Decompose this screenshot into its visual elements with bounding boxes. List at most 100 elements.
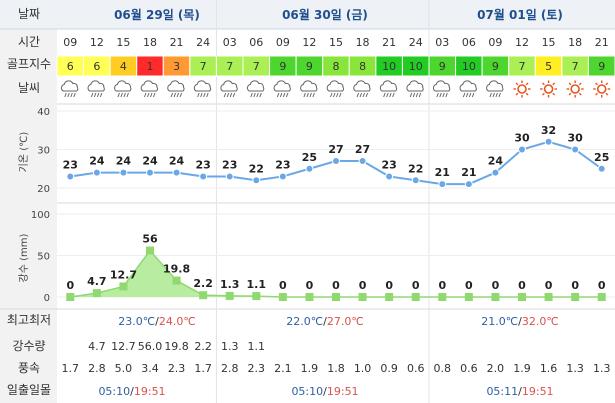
time-cell: 15: [116, 36, 130, 49]
temp-data-label: 21: [435, 166, 450, 179]
wind-speed-cell: 5.0: [115, 362, 133, 375]
minmax-day-3: 21.0℃/32.0℃: [481, 315, 558, 328]
min-temp: 23.0℃: [118, 315, 155, 328]
wind-speed-cell: 2.8: [221, 362, 239, 375]
golf-index-value: 7: [226, 60, 233, 73]
precip-data-label: 0: [385, 279, 393, 292]
golf-index-value: 9: [439, 60, 446, 73]
precip-data-label: 1.3: [220, 278, 240, 291]
precip-data-label: 1.1: [247, 278, 267, 291]
temp-point: [146, 168, 154, 177]
min-temp: 22.0℃: [286, 315, 323, 328]
sunrise: 05:10: [98, 385, 130, 398]
cloud-rain-icon: [486, 80, 504, 98]
sun-row-label: 일출일몰: [7, 383, 51, 397]
time-cell: 03: [223, 36, 237, 49]
temp-point: [252, 176, 261, 185]
time-cell: 18: [568, 36, 582, 49]
wind-speed-cell: 1.0: [354, 362, 372, 375]
wind-speed-cell: 1.7: [194, 362, 212, 375]
cloud-rain-icon: [353, 80, 371, 98]
cloud-rain-icon: [87, 80, 105, 98]
temp-tick-label: 20: [37, 184, 50, 195]
precip-data-label: 0: [571, 279, 579, 292]
precip-point: [66, 293, 75, 301]
wind-speed-cell: 0.6: [460, 362, 478, 375]
temp-point: [199, 172, 208, 181]
precip-point: [544, 293, 553, 301]
temp-point: [225, 172, 234, 181]
golf-index-value: 7: [519, 60, 526, 73]
wind-row-label: 풍속: [18, 361, 40, 375]
sunset: 19:51: [327, 385, 359, 398]
wind-speed-cell: 1.9: [513, 362, 531, 375]
precip-data-label: 0: [279, 279, 287, 292]
time-cell: 18: [143, 36, 157, 49]
time-cell: 24: [409, 36, 423, 49]
temp-data-label: 24: [169, 155, 185, 168]
time-cell: 12: [515, 36, 529, 49]
max-temp: 32.0℃: [522, 315, 559, 328]
temp-point: [305, 164, 314, 173]
precip-data-label: 0: [332, 279, 340, 292]
weather-row-label: 날씨: [18, 81, 40, 95]
golf-index-value: 6: [67, 60, 74, 73]
temperature-chart: 20 30 40 23 24 24 24 24 23 23 22 23 25 27 27 23 22 21 21 24…: [37, 107, 615, 195]
precip-point: [92, 289, 101, 298]
wind-speed-cell: 1.7: [62, 362, 80, 375]
sun-icon: [566, 80, 584, 98]
wind-speed-cell: 1.8: [327, 362, 345, 375]
precip-row-label: 강수량: [12, 339, 45, 353]
cloud-rain-icon: [406, 80, 424, 98]
sun-day-3: 05:11/19:51: [486, 385, 553, 398]
min-temp: 21.0℃: [481, 315, 518, 328]
precip-point: [411, 293, 420, 301]
precip-data-label: 0: [518, 279, 526, 292]
precip-point: [199, 291, 208, 300]
sun-icon: [593, 80, 611, 98]
temp-axis-title: 기온 (℃): [18, 132, 30, 173]
precip-point: [385, 293, 394, 301]
temp-data-label: 24: [142, 155, 158, 168]
wind-speed-cell: 1.9: [301, 362, 319, 375]
temp-data-label: 23: [381, 158, 396, 171]
golf-index-value: 10: [382, 60, 396, 73]
temp-data-label: 27: [328, 143, 343, 156]
time-cell: 18: [356, 36, 370, 49]
golf-index-cell: [587, 55, 615, 77]
max-temp: 27.0℃: [327, 315, 364, 328]
temp-point: [385, 172, 394, 181]
time-cell: 06: [462, 36, 476, 49]
time-cell: 12: [302, 36, 316, 49]
precip-data-label: 0: [66, 279, 74, 292]
cloud-rain-icon: [114, 80, 132, 98]
golf-index-value: 7: [572, 60, 579, 73]
temp-point: [597, 164, 606, 173]
golf-index-value: 7: [200, 60, 207, 73]
date-row-label: 날짜: [18, 7, 40, 21]
temp-point: [92, 168, 101, 177]
minmax-separator: /: [518, 315, 522, 328]
precip-point: [332, 293, 340, 301]
precip-data-label: 0: [465, 279, 473, 292]
precip-axis-title: 강수 (mm): [18, 233, 30, 282]
golf-index-value: 1: [147, 60, 154, 73]
temp-data-label: 32: [541, 124, 556, 137]
temp-point: [491, 168, 500, 177]
precip-data-label: 0: [492, 279, 500, 292]
temp-point: [119, 168, 128, 177]
wind-speed-cell: 1.3: [566, 362, 584, 375]
time-cell: 09: [276, 36, 290, 49]
precip-point: [597, 293, 606, 301]
golf-index-value: 10: [409, 60, 423, 73]
temp-tick-label: 30: [37, 146, 50, 157]
temp-point: [571, 145, 580, 154]
temp-point: [66, 172, 75, 181]
golf-index-value: 9: [492, 60, 499, 73]
precip-data-label: 0: [438, 279, 446, 292]
temp-data-label: 22: [249, 162, 264, 175]
precip-data-label: 4.7: [87, 275, 107, 288]
temp-data-label: 23: [195, 158, 210, 171]
cloud-rain-icon: [140, 80, 158, 98]
